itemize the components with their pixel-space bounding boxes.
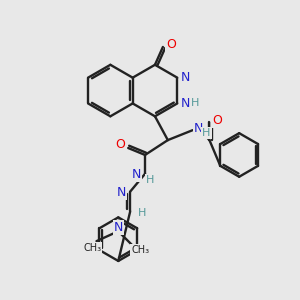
Text: N: N [117, 186, 126, 199]
Text: N: N [181, 71, 190, 84]
Text: H: H [146, 175, 154, 185]
Text: N: N [194, 122, 203, 135]
Text: CH₃: CH₃ [83, 243, 102, 253]
Text: H: H [191, 98, 199, 108]
Text: N: N [114, 221, 123, 234]
Text: O: O [212, 114, 222, 127]
Text: O: O [166, 38, 176, 52]
Text: H: H [202, 128, 211, 138]
Text: O: O [115, 138, 125, 151]
Text: N: N [181, 97, 190, 110]
Text: CH₃: CH₃ [131, 245, 149, 255]
Text: N: N [131, 168, 141, 181]
Text: H: H [138, 208, 146, 218]
